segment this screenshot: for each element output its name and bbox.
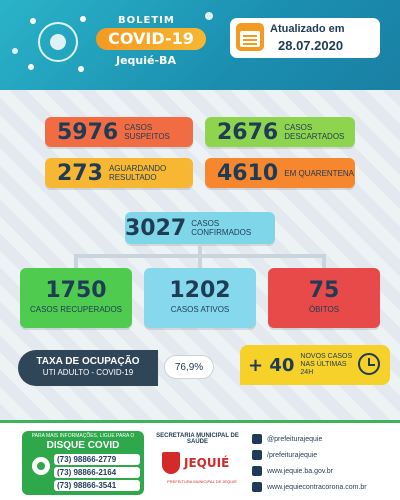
update-box: Atualizado em 28.07.2020 <box>230 18 380 58</box>
occupancy-title: TAXA DE OCUPAÇÃO <box>36 356 140 367</box>
new-cases-label: NOVOS CASOS NAS ÚLTIMAS 24H <box>300 353 353 376</box>
crest-icon <box>162 452 180 474</box>
recuperados-card: 1750 CASOS RECUPERADOS <box>20 268 132 328</box>
instagram-handle[interactable]: @prefeiturajequie <box>267 435 323 443</box>
update-date: 28.07.2020 <box>278 38 344 53</box>
obitos-value: 75 <box>308 278 340 303</box>
social-website-2[interactable]: www.jequiecontracorona.com.br <box>252 481 392 493</box>
virus-dot-icon <box>80 16 86 22</box>
suspeitos-value: 5976 <box>57 119 119 145</box>
confirmados-label: CASOS CONFIRMADOS <box>191 219 252 237</box>
descartados-card: 2676 CASOS DESCARTADOS <box>205 117 355 147</box>
quarentena-label: EM QUARENTENA <box>284 168 355 178</box>
globe-icon <box>252 482 262 492</box>
facebook-icon <box>252 450 262 460</box>
suspeitos-label: CASOS SUSPEITOS <box>124 123 170 141</box>
social-facebook[interactable]: /prefeiturajequie <box>252 449 392 461</box>
obitos-card: 75 ÓBITOS <box>268 268 380 328</box>
disque-covid-card: PARA MAIS INFORMAÇÕES, LIGUE PARA O DISQ… <box>22 431 144 495</box>
occupancy-subtitle: UTI ADULTO - COVID-19 <box>42 368 134 377</box>
new-cases-value: + 40 <box>248 354 295 376</box>
recuperados-label: CASOS RECUPERADOS <box>29 305 123 314</box>
connector-line <box>198 254 202 268</box>
header: BOLETIM COVID-19 Jequié-BA Atualizado em… <box>0 0 400 90</box>
phone-3[interactable]: (73) 98866-3541 <box>54 480 140 491</box>
clock-icon <box>358 353 380 375</box>
boletim-label: BOLETIM <box>118 15 175 26</box>
secretaria-label: SECRETARIA MUNICIPAL DE SAÚDE <box>156 433 239 445</box>
footer: PARA MAIS INFORMAÇÕES, LIGUE PARA O DISQ… <box>0 420 400 500</box>
update-label: Atualizado em <box>270 23 345 35</box>
connector-line <box>198 244 202 256</box>
recuperados-value: 1750 <box>45 278 107 303</box>
phone-2[interactable]: (73) 98866-2164 <box>54 467 140 478</box>
small-virus-icon <box>205 12 213 20</box>
confirmados-value: 3027 <box>125 215 187 241</box>
ativos-value: 1202 <box>169 278 231 303</box>
virus-dot-icon <box>28 64 34 70</box>
website-link[interactable]: www.jequie.ba.gov.br <box>267 467 334 475</box>
virus-dot-icon <box>78 66 84 72</box>
quarentena-value: 4610 <box>217 160 279 186</box>
logo-text: JEQUIÉ <box>184 456 230 470</box>
instagram-icon <box>252 434 262 444</box>
logo-subtitle: PREFEITURA MUNICIPAL DE JEQUIÉ <box>167 479 237 484</box>
occupancy-card: TAXA DE OCUPAÇÃO UTI ADULTO - COVID-19 <box>18 350 158 386</box>
globe-icon <box>252 466 262 476</box>
social-website[interactable]: www.jequie.ba.gov.br <box>252 465 392 477</box>
website-link-2[interactable]: www.jequiecontracorona.com.br <box>267 483 367 491</box>
connector-line <box>322 254 326 268</box>
aguardando-label: AGUARDANDO RESULTADO <box>108 164 167 182</box>
aguardando-value: 273 <box>57 160 103 186</box>
phone-1[interactable]: (73) 98866-2779 <box>54 454 140 465</box>
descartados-value: 2676 <box>217 119 279 145</box>
obitos-label: ÓBITOS <box>308 305 340 314</box>
quarentena-card: 4610 EM QUARENTENA <box>205 158 355 188</box>
small-virus-icon <box>12 48 18 54</box>
virus-dot-icon <box>30 18 36 24</box>
aguardando-card: 273 AGUARDANDO RESULTADO <box>45 158 193 188</box>
suspeitos-card: 5976 CASOS SUSPEITOS <box>45 117 193 147</box>
ativos-card: 1202 CASOS ATIVOS <box>144 268 256 328</box>
descartados-label: CASOS DESCARTADOS <box>284 123 345 141</box>
covid-title: COVID-19 <box>96 28 206 50</box>
disque-info: PARA MAIS INFORMAÇÕES, LIGUE PARA O <box>31 433 135 439</box>
confirmados-card: 3027 CASOS CONFIRMADOS <box>125 212 275 244</box>
city-label: Jequié-BA <box>116 54 176 67</box>
social-instagram[interactable]: @prefeiturajequie <box>252 433 392 445</box>
occupancy-value: 76,9% <box>164 355 214 379</box>
calendar-icon <box>236 23 264 51</box>
jequie-logo: JEQUIÉ <box>162 451 237 475</box>
virus-core-icon <box>50 34 66 50</box>
whatsapp-icon <box>32 457 50 475</box>
connector-line <box>74 254 78 268</box>
facebook-handle[interactable]: /prefeiturajequie <box>267 451 318 459</box>
disque-title: DISQUE COVID <box>46 440 120 451</box>
new-cases-card: + 40 NOVOS CASOS NAS ÚLTIMAS 24H <box>240 345 390 385</box>
virus-icon <box>38 22 78 62</box>
ativos-label: CASOS ATIVOS <box>170 305 230 314</box>
